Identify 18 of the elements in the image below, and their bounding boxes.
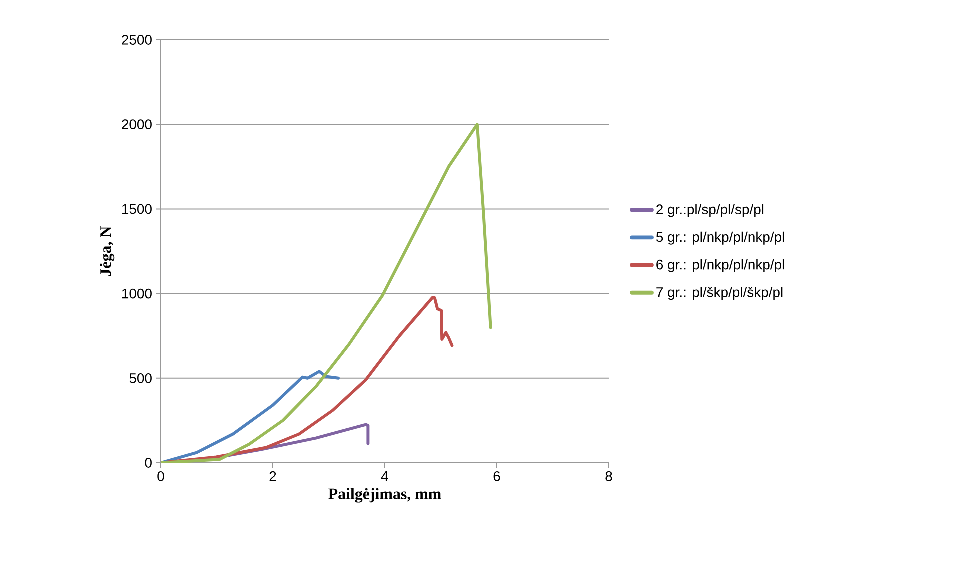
legend-label: 6 gr.: pl/nkp/pl/nkp/pl	[656, 259, 784, 272]
y-tick-label: 0	[145, 458, 152, 468]
x-tick-label: 8	[606, 472, 612, 482]
y-tick-label: 500	[130, 373, 152, 384]
legend-label: 7 gr.: pl/škp/pl/škp/pl	[656, 287, 783, 300]
y-tick-label: 2500	[122, 35, 152, 45]
legend-label: 5 gr.: pl/nkp/pl/nkp/pl	[656, 232, 784, 245]
x-tick-label: 6	[494, 472, 500, 482]
y-axis-title: Jėga, N	[100, 226, 115, 276]
y-tick-label: 2000	[122, 120, 152, 130]
x-tick-label: 4	[381, 472, 388, 482]
x-tick-label: 0	[158, 472, 164, 482]
y-tick-label: 1500	[122, 204, 152, 214]
x-tick-label: 2	[270, 472, 276, 482]
x-axis-title: Pailgėjimas, mm	[328, 488, 442, 503]
y-tick-label: 1000	[122, 288, 152, 299]
legend-label: 2 gr.:pl/sp/pl/sp/pl	[656, 204, 764, 218]
line-series	[161, 370, 340, 463]
